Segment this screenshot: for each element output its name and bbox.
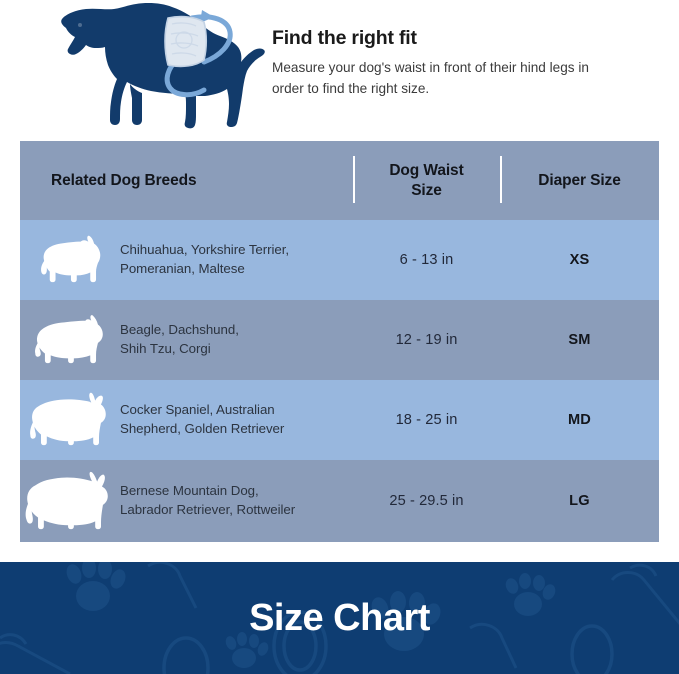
- diaper-size-value: MD: [567, 412, 592, 428]
- table-row: Cocker Spaniel, Australian Shepherd, Gol…: [20, 380, 659, 460]
- medium-dog-icon: [20, 380, 120, 460]
- header-label-diaper: Diaper Size: [538, 171, 621, 189]
- breed-line-2: Pomeranian, Maltese: [120, 261, 245, 276]
- size-chart-banner: Size Chart: [0, 562, 679, 674]
- breed-text: Bernese Mountain Dog, Labrador Retriever…: [120, 482, 295, 520]
- waist-value: 12 - 19 in: [395, 332, 458, 348]
- breed-text: Cocker Spaniel, Australian Shepherd, Gol…: [120, 401, 284, 439]
- breed-line-2: Shih Tzu, Corgi: [120, 341, 211, 356]
- breed-line-1: Bernese Mountain Dog,: [120, 483, 259, 499]
- small-dog-icon: [20, 220, 120, 300]
- header-divider-2: [500, 156, 502, 203]
- breed-line-1: Chihuahua, Yorkshire Terrier,: [120, 242, 290, 258]
- dog-with-diaper-illustration: [44, 0, 270, 134]
- waist-value: 6 - 13 in: [399, 252, 454, 268]
- breed-line-1: Beagle, Dachshund,: [120, 322, 239, 338]
- large-dog-icon: [20, 460, 120, 542]
- size-chart-table: Related Dog Breeds Dog Waist Size Diaper…: [20, 141, 659, 542]
- intro-title: Find the right fit: [272, 27, 417, 49]
- waist-value: 25 - 29.5 in: [389, 493, 464, 509]
- waist-value: 18 - 25 in: [395, 412, 458, 428]
- header-cell-breeds: Related Dog Breeds: [20, 141, 353, 220]
- paw-print-pattern: [0, 562, 679, 674]
- diaper-size-value: LG: [569, 493, 590, 509]
- breed-text: Chihuahua, Yorkshire Terrier, Pomeranian…: [120, 241, 289, 279]
- cell-diaper: LG: [500, 460, 659, 542]
- cell-breeds: Beagle, Dachshund, Shih Tzu, Corgi: [20, 300, 353, 380]
- medium-small-dog-icon: [20, 300, 120, 380]
- intro-block: Find the right fit Measure your dog's wa…: [272, 27, 662, 100]
- cell-waist: 6 - 13 in: [353, 220, 500, 300]
- table-row: Chihuahua, Yorkshire Terrier, Pomeranian…: [20, 220, 659, 300]
- breed-line-2: Shepherd, Golden Retriever: [120, 421, 285, 436]
- header-cell-diaper: Diaper Size: [500, 141, 659, 220]
- header-label-waist-line1: Dog Waist: [389, 162, 464, 180]
- cell-diaper: MD: [500, 380, 659, 460]
- cell-breeds: Chihuahua, Yorkshire Terrier, Pomeranian…: [20, 220, 353, 300]
- header-divider-1: [353, 156, 355, 203]
- banner-title: Size Chart: [249, 596, 430, 639]
- intro-description: Measure your dog's waist in front of the…: [272, 60, 589, 97]
- table-header-row: Related Dog Breeds Dog Waist Size Diaper…: [20, 141, 659, 220]
- header-label-waist-line2: Size: [411, 181, 442, 199]
- table-row: Bernese Mountain Dog, Labrador Retriever…: [20, 460, 659, 542]
- table-row: Beagle, Dachshund, Shih Tzu, Corgi 12 - …: [20, 300, 659, 380]
- breed-line-1: Cocker Spaniel, Australian: [120, 402, 275, 418]
- cell-waist: 12 - 19 in: [353, 300, 500, 380]
- header-label-waist: Dog Waist Size: [389, 161, 463, 200]
- cell-diaper: SM: [500, 300, 659, 380]
- breed-text: Beagle, Dachshund, Shih Tzu, Corgi: [120, 321, 239, 359]
- top-section: Find the right fit Measure your dog's wa…: [0, 0, 679, 141]
- header-label-breeds: Related Dog Breeds: [51, 171, 197, 189]
- diaper-size-value: SM: [568, 332, 591, 348]
- cell-waist: 18 - 25 in: [353, 380, 500, 460]
- cell-breeds: Bernese Mountain Dog, Labrador Retriever…: [20, 460, 353, 542]
- breed-line-2: Labrador Retriever, Rottweiler: [120, 502, 296, 517]
- cell-waist: 25 - 29.5 in: [353, 460, 500, 542]
- diaper-size-value: XS: [569, 252, 590, 268]
- cell-breeds: Cocker Spaniel, Australian Shepherd, Gol…: [20, 380, 353, 460]
- cell-diaper: XS: [500, 220, 659, 300]
- header-cell-waist: Dog Waist Size: [353, 141, 500, 220]
